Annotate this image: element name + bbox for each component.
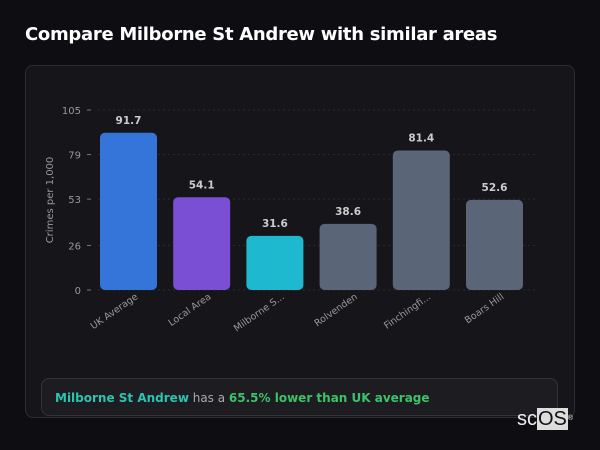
x-tick-label: Finchingfi...: [382, 291, 433, 331]
bar: [319, 223, 377, 290]
bar-value-label: 54.1: [189, 179, 215, 191]
bar-value-label: 31.6: [262, 218, 288, 230]
y-tick-label: 26: [68, 241, 81, 252]
bar: [173, 197, 231, 290]
bar: [246, 235, 304, 290]
summary-text: has a: [188, 391, 229, 405]
bar: [100, 132, 157, 290]
bar-value-label: 81.4: [408, 132, 434, 144]
y-tick-label: 53: [68, 195, 81, 206]
bar-value-label: 38.6: [335, 206, 361, 218]
bar: [466, 199, 523, 290]
x-tick-label: Milborne S...: [232, 291, 287, 334]
y-axis-label: Crimes per 1,000: [45, 157, 56, 244]
y-tick-label: 79: [68, 151, 81, 162]
bar: [392, 150, 450, 290]
summary-area: Milborne St Andrew: [55, 391, 189, 405]
x-tick-label: Local Area: [167, 291, 214, 328]
y-tick-label: 105: [62, 106, 81, 117]
summary-box: Milborne St Andrew has a 65.5% lower tha…: [41, 378, 558, 416]
x-tick-label: UK Average: [89, 291, 141, 332]
x-tick-label: Rolvenden: [313, 291, 360, 329]
bar-value-label: 91.7: [116, 115, 142, 127]
scos-logo: scOS®: [517, 408, 574, 430]
x-tick-label: Boars Hill: [463, 291, 506, 326]
summary-comparison: 65.5% lower than UK average: [228, 391, 430, 405]
y-tick-label: 0: [75, 286, 81, 297]
page-title: Compare Milborne St Andrew with similar …: [25, 24, 498, 45]
bar-value-label: 52.6: [482, 182, 508, 194]
